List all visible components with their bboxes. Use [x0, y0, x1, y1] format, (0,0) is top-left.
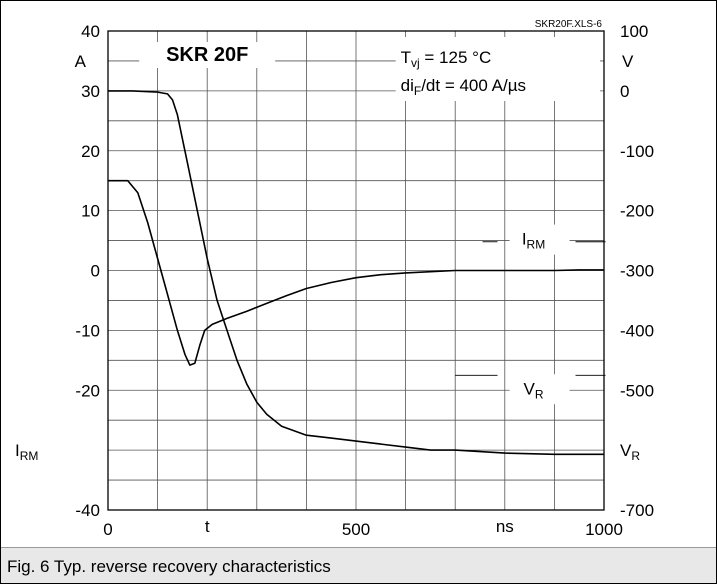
- x-axis-label: t: [205, 517, 210, 536]
- conditions-background: [395, 37, 600, 101]
- y-right-tick-label: -500: [620, 381, 654, 400]
- y-right-tick-label: -200: [620, 202, 654, 221]
- chart-svg: SKR20F.XLS-6 SKR 20F Tvj = 125 °C diF/dt = …: [15, 19, 654, 539]
- figure-caption: Fig. 6 Typ. reverse recovery characteris…: [7, 557, 331, 576]
- x-tick-label: 0: [103, 520, 112, 539]
- y-right-tick-label: -400: [620, 321, 654, 340]
- series-annotation-irm: IRM: [522, 230, 545, 252]
- y-right-tick-label: -100: [620, 142, 654, 161]
- condition-slope: diF/dt = 400 A/µs: [401, 76, 526, 98]
- y-left-series-label: IRM: [15, 441, 38, 463]
- y-left-tick-label: 40: [81, 22, 100, 41]
- y-right-tick-label: 100: [620, 22, 648, 41]
- x-tick-label: 500: [342, 520, 370, 539]
- y-right-unit: V: [622, 52, 634, 71]
- series-layer: [108, 90, 604, 456]
- series-line-vr: [108, 90, 604, 456]
- y-left-unit: A: [75, 52, 87, 71]
- y-left-tick-label: 30: [81, 82, 100, 101]
- x-tick-label: 1000: [585, 520, 623, 539]
- x-axis-unit: ns: [496, 517, 514, 536]
- y-left-tick-label: 10: [81, 202, 100, 221]
- series-line-irm: [108, 179, 604, 366]
- y-left-tick-label: -20: [75, 381, 100, 400]
- y-left-tick-label: 0: [91, 262, 100, 281]
- series-annotation-vr: VR: [524, 379, 544, 401]
- file-label: SKR20F.XLS-6: [535, 19, 603, 30]
- chart-title: SKR 20F: [166, 44, 248, 66]
- y-left-tick-label: -40: [75, 501, 100, 520]
- label-layer: SKR20F.XLS-6 SKR 20F Tvj = 125 °C diF/dt = …: [15, 19, 654, 539]
- y-right-tick-label: 0: [620, 82, 629, 101]
- y-right-tick-label: -300: [620, 262, 654, 281]
- y-right-series-label: VR: [620, 441, 640, 463]
- y-left-tick-label: 20: [81, 142, 100, 161]
- annotation-background: [509, 374, 570, 405]
- title-background: [139, 42, 276, 68]
- plot-frame: [107, 30, 605, 511]
- caption-bar: Fig. 6 Typ. reverse recovery characteris…: [1, 547, 716, 583]
- y-left-tick-label: -10: [75, 321, 100, 340]
- y-right-tick-label: -700: [620, 501, 654, 520]
- annotation-background: [509, 224, 570, 255]
- condition-temperature: Tvj = 125 °C: [401, 48, 492, 70]
